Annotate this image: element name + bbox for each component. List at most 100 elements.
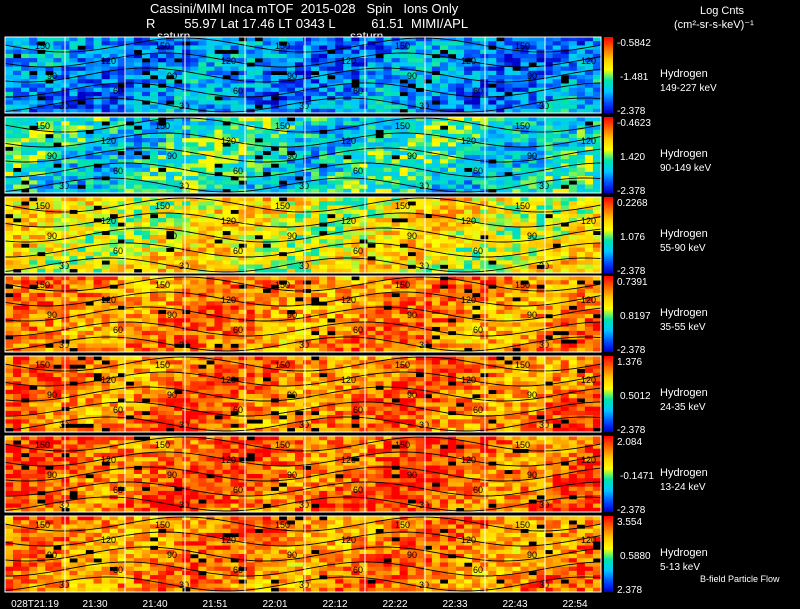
spectrogram-cell [69,318,78,323]
spectrogram-cell [407,309,417,315]
spectrogram-cell [359,230,368,236]
spectrogram-cell [45,197,54,202]
spectrogram-cell [552,125,562,130]
spectrogram-cell [552,159,562,164]
spectrogram-cell [149,301,159,306]
spectrogram-cell [85,276,94,281]
spectrogram-cell [576,197,586,202]
spectrogram-cell [319,117,328,122]
spectrogram-cell [214,230,223,236]
spectrogram-cell [488,108,497,114]
spectrogram-cell [504,284,513,289]
spectrogram-cell [391,305,400,311]
spectrogram-cell [182,163,191,168]
spectrogram-cell [214,45,223,50]
spectrogram-cell [158,133,167,139]
spectrogram-cell [133,45,143,50]
spectrogram-cell [303,176,312,181]
spectrogram-cell [69,280,78,285]
spectrogram-cell [278,58,288,63]
spectrogram-cell [343,297,352,302]
spectrogram-cell [141,108,151,114]
spectrogram-cell [415,49,425,55]
spectrogram-cell [383,176,392,181]
spectrogram-cell [45,251,54,257]
spectrogram-cell [117,243,127,248]
spectrogram-cell [93,264,102,270]
spectrogram-cell [480,62,489,67]
spectrogram-cell [472,201,481,206]
spectrogram-cell [407,335,417,340]
spectrogram-cell [343,70,352,76]
spectrogram-cell [61,276,70,281]
spectrogram-cell [13,335,22,340]
spectrogram-cell [238,121,247,126]
spectrogram-cell [206,53,215,59]
spectrogram-cell [278,284,288,289]
spectrogram-cell [141,218,151,223]
spectrogram-cell [206,146,215,152]
spectrogram-cell [568,297,578,302]
spectrogram-cell [375,292,384,298]
spectrogram-cell [592,142,602,147]
spectrogram-cell [464,184,473,190]
spectrogram-cell [383,159,392,164]
spectrogram-cell [480,230,489,236]
spectrogram-cell [351,305,360,311]
spectrogram-cell [77,243,86,248]
spectrogram-cell [568,188,578,194]
spectrogram-cell [198,330,207,336]
spectrogram-cell [101,41,110,46]
spectrogram-cell [311,53,320,59]
spectrogram-cell [568,222,578,227]
spectrogram-cell [391,159,400,164]
spectrogram-cell [423,276,433,281]
spectrogram-cell [520,100,529,105]
spectrogram-cell [528,305,537,311]
spectrogram-cell [367,70,376,76]
spectrogram-cell [504,280,513,285]
spectrogram-cell [303,305,312,311]
spectrogram-cell [456,280,465,285]
spectrogram-cell [85,104,94,110]
spectrogram-cell [560,322,570,327]
contour-label: 150 [155,201,170,211]
spectrogram-cell [133,247,143,253]
spectrogram-cell [560,49,570,55]
spectrogram-cell [53,264,62,270]
spectrogram-cell [238,163,247,168]
spectrogram-cell [311,167,320,173]
spectrogram-cell [496,66,505,72]
spectrogram-cell [592,292,602,298]
spectrogram-cell [214,301,223,306]
spectrogram-cell [206,142,215,147]
spectrogram-cell [496,142,505,147]
spectrogram-cell [270,155,280,160]
spectrogram-cell [214,83,223,88]
spectrogram-cell [391,222,400,227]
spectrogram-cell [109,184,119,190]
spectrogram-cell [536,243,545,248]
spectrogram-cell [85,91,94,97]
spectrogram-cell [230,150,239,156]
spectrogram-cell [407,163,417,168]
spectrogram-cell [472,129,481,135]
spectrogram-cell [496,108,505,114]
spectrogram-cell [335,125,344,130]
spectrogram-cell [464,209,473,215]
spectrogram-cell [93,201,102,206]
spectrogram-cell [254,226,264,232]
spectrogram-cell [520,314,529,319]
spectrogram-cell [383,297,392,302]
spectrogram-cell [528,142,537,147]
spectrogram-cell [77,75,86,80]
spectrogram-cell [270,41,280,46]
spectrogram-cell [230,276,239,281]
spectrogram-cell [166,239,175,244]
spectrogram-cell [536,108,545,114]
spectrogram-cell [93,288,102,294]
spectrogram-cell [303,260,312,265]
spectrogram-cell [399,230,408,236]
spectrogram-cell [29,188,38,194]
spectrogram-cell [262,318,272,323]
